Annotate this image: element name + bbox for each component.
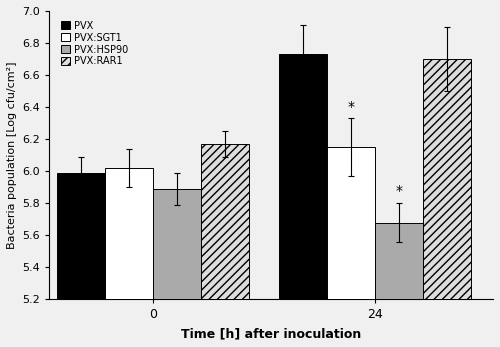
- Bar: [56, 173, 105, 299]
- Y-axis label: Bacteria population [Log cfu/cm²]: Bacteria population [Log cfu/cm²]: [7, 61, 17, 249]
- Bar: [278, 54, 326, 299]
- Text: *: *: [347, 100, 354, 113]
- Bar: [423, 59, 471, 299]
- Bar: [201, 144, 249, 299]
- Bar: [326, 147, 374, 299]
- Bar: [153, 189, 201, 299]
- Bar: [105, 168, 153, 299]
- X-axis label: Time [h] after inoculation: Time [h] after inoculation: [181, 327, 362, 340]
- Bar: [374, 222, 423, 299]
- Legend: PVX, PVX:SGT1, PVX:HSP90, PVX:RAR1: PVX, PVX:SGT1, PVX:HSP90, PVX:RAR1: [58, 19, 130, 68]
- Text: *: *: [396, 185, 402, 198]
